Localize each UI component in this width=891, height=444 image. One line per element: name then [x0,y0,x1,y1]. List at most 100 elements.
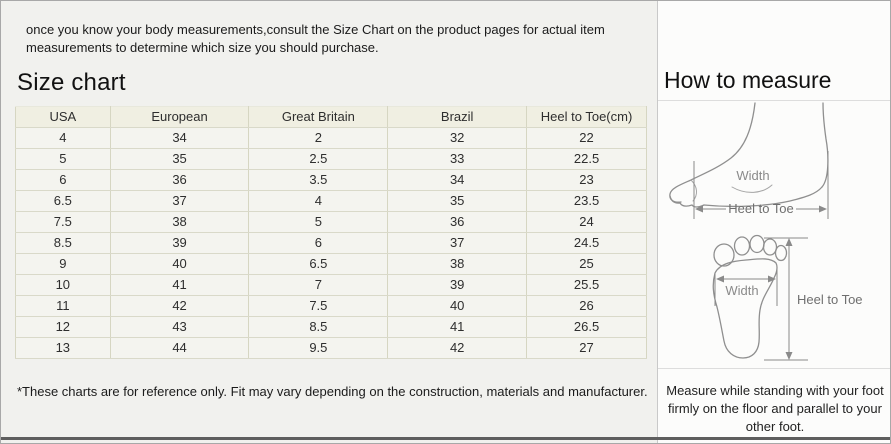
table-cell: 2.5 [248,147,389,170]
table-cell: 25 [526,252,647,275]
table-header-row: USA European Great Britain Brazil Heel to To… [15,105,647,128]
table-row: 11 42 7.5 40 26 [15,294,647,317]
table-row: 10 41 7 39 25.5 [15,273,647,296]
column-header: Heel to Toe(cm) [526,105,647,128]
table-row: 6 36 3.5 34 23 [15,168,647,191]
table-cell: 41 [109,273,250,296]
table-row: 12 43 8.5 41 26.5 [15,315,647,338]
table-cell: 4 [248,189,389,212]
table-row: 4 34 2 32 22 [15,126,647,149]
column-header: European [109,105,250,128]
size-chart-section: once you know your body measurements,con… [1,1,657,443]
table-cell: 6 [248,231,389,254]
table-cell: 9.5 [248,336,389,359]
table-cell: 35 [109,147,250,170]
how-to-measure-title: How to measure [658,1,890,101]
instep-crease-line [731,184,773,193]
width-arrowhead-left-icon [716,275,724,283]
width-label: Width [725,283,758,298]
length-arrowhead-top-icon [785,238,793,246]
table-cell: 8.5 [248,315,389,338]
table-cell: 34 [109,126,250,149]
size-chart-title: Size chart [17,68,126,96]
table-cell: 36 [109,168,250,191]
table-cell: 11 [15,294,111,317]
table-cell: 6.5 [15,189,111,212]
measure-diagrams: Width Heel to Toe [658,101,890,369]
width-arrowhead-right-icon [768,275,776,283]
table-row: 13 44 9.5 42 27 [15,336,647,359]
table-cell: 6.5 [248,252,389,275]
table-cell: 6 [15,168,111,191]
table-cell: 27 [526,336,647,359]
table-cell: 22.5 [526,147,647,170]
table-cell: 24.5 [526,231,647,254]
table-cell: 4 [15,126,111,149]
column-header: Great Britain [248,105,389,128]
table-cell: 40 [387,294,528,317]
footprint-outline [712,234,788,359]
table-cell: 5 [15,147,111,170]
table-cell: 23 [526,168,647,191]
column-header: USA [15,105,111,128]
table-cell: 35 [387,189,528,212]
intro-text: once you know your body measurements,con… [26,22,605,56]
arrowhead-right-icon [819,205,827,213]
table-cell: 38 [387,252,528,275]
table-cell: 12 [15,315,111,338]
table-cell: 42 [387,336,528,359]
footprint-measurements [714,237,808,361]
big-toe [713,243,735,267]
column-header: Brazil [387,105,528,128]
bottom-border [1,437,890,440]
table-cell: 7.5 [248,294,389,317]
table-cell: 42 [109,294,250,317]
footprint-top-view-diagram: Width Heel to Toe [712,234,863,361]
reference-note: *These charts are for reference only. Fi… [17,383,648,399]
heel-to-toe-label: Heel to Toe [797,292,863,307]
little-toe [774,244,788,262]
size-chart-table: USA European Great Britain Brazil Heel to To… [15,105,647,359]
how-to-measure-section: How to measure [657,1,890,443]
width-label: Width [736,168,769,183]
table-cell: 44 [109,336,250,359]
table-cell: 37 [387,231,528,254]
table-row: 5 35 2.5 33 22.5 [15,147,647,170]
table-row: 7.5 38 5 36 24 [15,210,647,233]
foot-side-view-diagram: Width Heel to Toe [669,102,829,219]
third-toe [749,234,765,254]
table-cell: 36 [387,210,528,233]
table-cell: 38 [109,210,250,233]
table-cell: 10 [15,273,111,296]
second-toe [733,236,751,256]
table-cell: 2 [248,126,389,149]
table-cell: 5 [248,210,389,233]
table-cell: 22 [526,126,647,149]
table-cell: 24 [526,210,647,233]
sole-line [703,186,823,208]
heel-to-toe-label: Heel to Toe [728,201,794,216]
table-cell: 43 [109,315,250,338]
table-cell: 3.5 [248,168,389,191]
table-cell: 9 [15,252,111,275]
table-cell: 26.5 [526,315,647,338]
table-cell: 7 [248,273,389,296]
table-cell: 25.5 [526,273,647,296]
table-row: 6.5 37 4 35 23.5 [15,189,647,212]
fourth-toe [762,238,778,256]
table-cell: 39 [387,273,528,296]
toe-bumps-line [669,195,705,208]
foot-top-line [669,102,756,203]
table-cell: 26 [526,294,647,317]
table-cell: 41 [387,315,528,338]
length-arrowhead-bottom-icon [785,352,793,360]
table-row: 8.5 39 6 37 24.5 [15,231,647,254]
table-cell: 39 [109,231,250,254]
table-cell: 40 [109,252,250,275]
table-cell: 23.5 [526,189,647,212]
table-cell: 8.5 [15,231,111,254]
arrowhead-left-icon [695,205,703,213]
table-row: 9 40 6.5 38 25 [15,252,647,275]
table-cell: 34 [387,168,528,191]
